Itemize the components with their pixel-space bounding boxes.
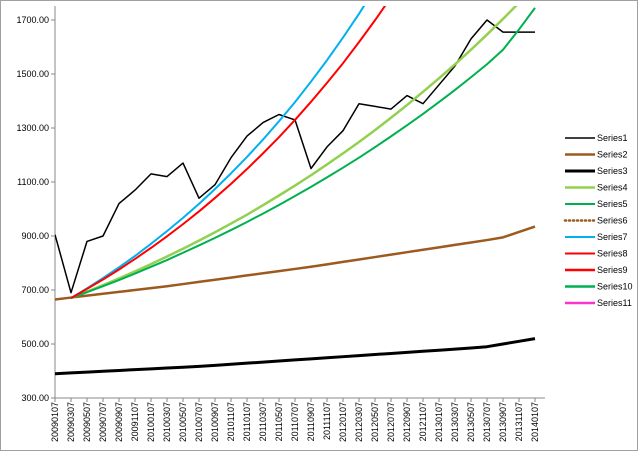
x-tick-label: 20110507 <box>274 402 284 441</box>
x-tick-label: 20090907 <box>114 402 124 442</box>
x-tick-label: 20130707 <box>482 402 492 442</box>
legend-label: Series8 <box>597 249 628 259</box>
x-tick-label: 20140107 <box>530 402 540 442</box>
y-tick-label: 1700.00 <box>16 15 49 25</box>
x-tick-label: 20100907 <box>210 402 220 442</box>
legend-label: Series2 <box>597 150 628 160</box>
x-tick-label: 20130107 <box>434 402 444 442</box>
x-tick-label: 20100707 <box>194 402 204 442</box>
x-tick-label: 20110307 <box>258 402 268 441</box>
x-tick-label: 20130907 <box>498 402 508 442</box>
x-tick-label: 20090707 <box>98 402 108 442</box>
y-tick-label: 1100.00 <box>17 177 49 187</box>
x-tick-label: 20100507 <box>178 402 188 442</box>
legend-label: Series1 <box>597 133 628 143</box>
x-tick-label: 20100307 <box>162 402 172 442</box>
series-line <box>70 6 366 299</box>
legend-label: Series5 <box>597 199 628 209</box>
legend-label: Series11 <box>597 298 632 308</box>
x-tick-label: 20120907 <box>402 402 412 442</box>
x-tick-label: 20120307 <box>354 402 364 442</box>
x-tick-label: 20091107 <box>130 402 140 441</box>
series-line <box>55 337 536 376</box>
x-tick-label: 20130507 <box>466 402 476 442</box>
y-tick-label: 900.00 <box>21 231 49 241</box>
x-tick-label: 20100107 <box>146 402 156 442</box>
x-tick-label: 20111107 <box>322 402 332 440</box>
x-tick-label: 20110107 <box>242 402 252 441</box>
x-tick-label: 20120507 <box>370 402 380 442</box>
x-tick-label: 20110707 <box>290 402 300 441</box>
y-tick-label: 500.00 <box>21 339 49 349</box>
legend-label: Series3 <box>597 166 628 176</box>
x-tick-label: 20110907 <box>306 402 316 441</box>
y-tick-label: 1500.00 <box>16 69 49 79</box>
legend-label: Series6 <box>597 216 628 226</box>
y-tick-label: 1300.00 <box>16 123 49 133</box>
x-tick-label: 20090107 <box>50 402 60 442</box>
legend-label: Series10 <box>597 282 633 292</box>
series-line <box>70 6 518 300</box>
x-tick-label: 20101107 <box>226 402 236 441</box>
y-tick-label: 300.00 <box>21 393 49 403</box>
series-line <box>55 225 536 301</box>
series-line <box>70 6 387 299</box>
legend-label: Series7 <box>597 232 628 242</box>
x-tick-label: 20120707 <box>386 402 396 442</box>
x-tick-label: 20120107 <box>338 402 348 442</box>
x-tick-label: 20090307 <box>66 402 76 442</box>
legend-label: Series9 <box>597 265 628 275</box>
x-tick-label: 20131107 <box>514 402 524 441</box>
legend-label: Series4 <box>597 183 628 193</box>
x-tick-label: 20121107 <box>418 402 428 441</box>
plot-area <box>55 6 536 376</box>
x-tick-label: 20130307 <box>450 402 460 442</box>
x-tick-label: 20090507 <box>82 402 92 442</box>
y-tick-label: 700.00 <box>21 285 49 295</box>
series-line <box>70 7 536 300</box>
